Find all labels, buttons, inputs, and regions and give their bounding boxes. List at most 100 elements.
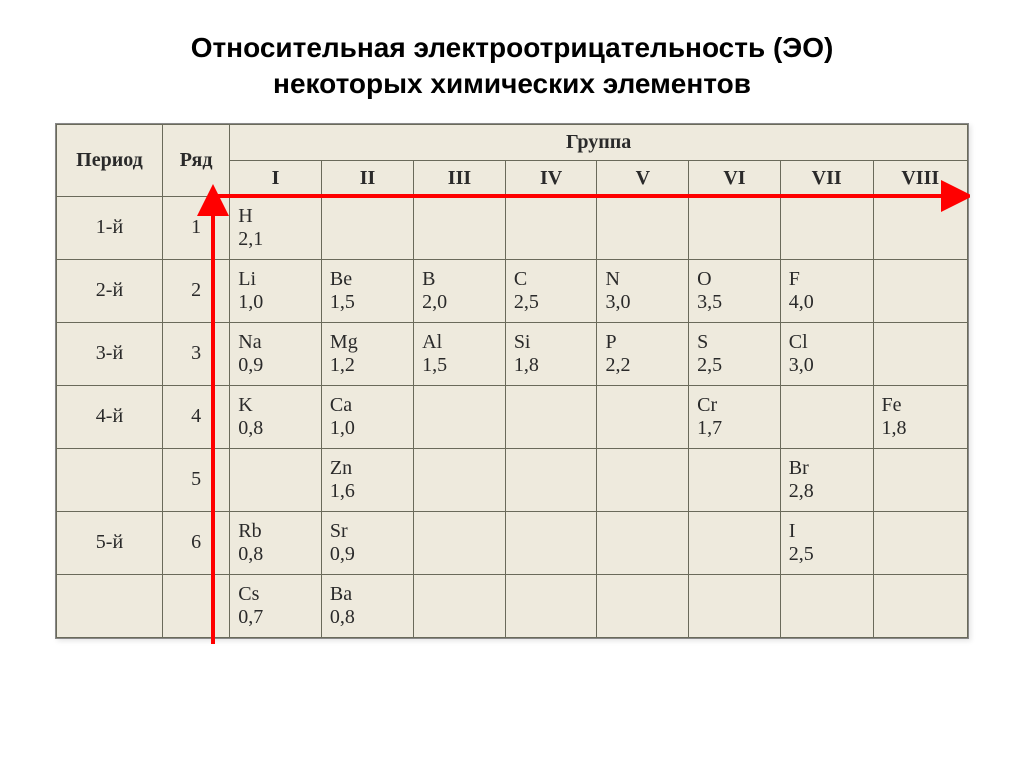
- element-value: 3,0: [789, 354, 865, 377]
- period-cell: 4-й: [57, 385, 163, 448]
- element-cell: [689, 448, 781, 511]
- element-value: 0,8: [330, 606, 405, 629]
- element-cell: [597, 511, 689, 574]
- element-cell: H2,1: [230, 196, 322, 259]
- element-value: 3,0: [605, 291, 680, 314]
- element-cell: O3,5: [689, 259, 781, 322]
- element-cell: [505, 196, 597, 259]
- element-cell: [873, 322, 968, 385]
- element-cell: [873, 511, 968, 574]
- title-line-2: некоторых химических элементов: [273, 68, 751, 99]
- element-value: 2,1: [238, 228, 313, 251]
- element-value: 2,5: [697, 354, 772, 377]
- element-symbol: Br: [789, 457, 865, 480]
- element-cell: [689, 196, 781, 259]
- period-cell: 1-й: [57, 196, 163, 259]
- table-row: 5Zn1,6Br2,8: [57, 448, 968, 511]
- element-cell: [780, 385, 873, 448]
- element-symbol: Rb: [238, 520, 313, 543]
- table-body: 1-й1H2,12-й2Li1,0Be1,5B2,0C2,5N3,0O3,5F4…: [57, 196, 968, 637]
- element-symbol: Ca: [330, 394, 405, 417]
- element-cell: [597, 574, 689, 637]
- element-value: 1,0: [330, 417, 405, 440]
- element-value: 2,2: [605, 354, 680, 377]
- element-cell: [321, 196, 413, 259]
- element-symbol: B: [422, 268, 497, 291]
- element-symbol: Na: [238, 331, 313, 354]
- element-cell: F4,0: [780, 259, 873, 322]
- element-cell: Br2,8: [780, 448, 873, 511]
- header-group-VII: VII: [780, 160, 873, 196]
- header-group: Группа: [230, 124, 968, 160]
- element-symbol: Sr: [330, 520, 405, 543]
- element-cell: Ca1,0: [321, 385, 413, 448]
- element-cell: Be1,5: [321, 259, 413, 322]
- element-cell: Cr1,7: [689, 385, 781, 448]
- table-row: 4-й4K0,8Ca1,0Cr1,7Fe1,8: [57, 385, 968, 448]
- element-value: 1,2: [330, 354, 405, 377]
- period-cell: [57, 448, 163, 511]
- element-cell: [505, 574, 597, 637]
- element-value: 3,5: [697, 291, 772, 314]
- element-cell: [873, 259, 968, 322]
- element-value: 0,7: [238, 606, 313, 629]
- element-value: 1,7: [697, 417, 772, 440]
- period-cell: 2-й: [57, 259, 163, 322]
- table-row: 3-й3Na0,9Mg1,2Al1,5Si1,8P2,2S2,5Cl3,0: [57, 322, 968, 385]
- element-cell: [597, 448, 689, 511]
- row-number-cell: 3: [162, 322, 229, 385]
- element-symbol: P: [605, 331, 680, 354]
- element-cell: Mg1,2: [321, 322, 413, 385]
- element-symbol: F: [789, 268, 865, 291]
- period-cell: 5-й: [57, 511, 163, 574]
- element-cell: Rb0,8: [230, 511, 322, 574]
- element-cell: Cs0,7: [230, 574, 322, 637]
- row-number-cell: 1: [162, 196, 229, 259]
- element-cell: [780, 196, 873, 259]
- header-group-III: III: [414, 160, 506, 196]
- element-symbol: O: [697, 268, 772, 291]
- element-cell: [505, 385, 597, 448]
- table-row: Cs0,7Ba0,8: [57, 574, 968, 637]
- element-cell: Na0,9: [230, 322, 322, 385]
- header-group-VI: VI: [689, 160, 781, 196]
- element-symbol: S: [697, 331, 772, 354]
- period-cell: 3-й: [57, 322, 163, 385]
- element-symbol: Be: [330, 268, 405, 291]
- element-value: 1,8: [882, 417, 960, 440]
- row-number-cell: 4: [162, 385, 229, 448]
- table-row: 2-й2Li1,0Be1,5B2,0C2,5N3,0O3,5F4,0: [57, 259, 968, 322]
- element-cell: Zn1,6: [321, 448, 413, 511]
- header-group-IV: IV: [505, 160, 597, 196]
- element-cell: [873, 574, 968, 637]
- element-symbol: Mg: [330, 331, 405, 354]
- header-period: Период: [57, 124, 163, 196]
- row-number-cell: [162, 574, 229, 637]
- element-cell: B2,0: [414, 259, 506, 322]
- element-cell: [780, 574, 873, 637]
- row-number-cell: 2: [162, 259, 229, 322]
- table-row: 5-й6Rb0,8Sr0,9I2,5: [57, 511, 968, 574]
- element-value: 1,6: [330, 480, 405, 503]
- table-row: 1-й1H2,1: [57, 196, 968, 259]
- element-symbol: Zn: [330, 457, 405, 480]
- element-cell: C2,5: [505, 259, 597, 322]
- element-cell: Al1,5: [414, 322, 506, 385]
- element-value: 2,5: [514, 291, 589, 314]
- header-row: Ряд: [162, 124, 229, 196]
- element-cell: [414, 574, 506, 637]
- element-cell: [873, 196, 968, 259]
- element-cell: [414, 385, 506, 448]
- element-value: 0,9: [238, 354, 313, 377]
- element-value: 1,5: [330, 291, 405, 314]
- element-cell: Fe1,8: [873, 385, 968, 448]
- element-symbol: H: [238, 205, 313, 228]
- element-cell: [689, 574, 781, 637]
- element-value: 2,0: [422, 291, 497, 314]
- element-value: 0,8: [238, 417, 313, 440]
- element-cell: [597, 385, 689, 448]
- header-group-V: V: [597, 160, 689, 196]
- element-symbol: N: [605, 268, 680, 291]
- element-value: 4,0: [789, 291, 865, 314]
- element-cell: [689, 511, 781, 574]
